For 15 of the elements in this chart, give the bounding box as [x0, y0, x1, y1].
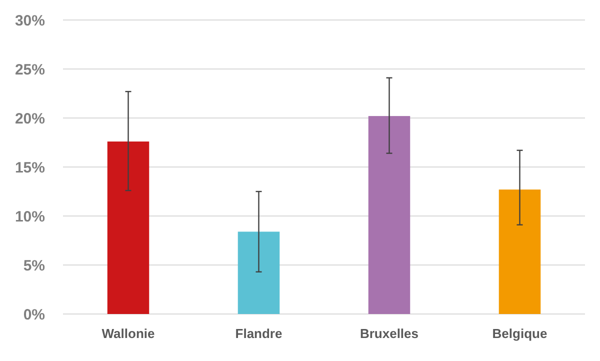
y-tick-label: 10% — [14, 208, 45, 226]
y-tick-label: 15% — [14, 159, 45, 176]
y-tick-label: 30% — [14, 12, 45, 30]
y-tick-label: 0% — [23, 306, 45, 324]
y-tick-label: 20% — [14, 110, 45, 128]
y-tick-label: 25% — [14, 61, 45, 78]
bar — [107, 142, 150, 314]
x-tick-label: Bruxelles — [360, 326, 419, 341]
bar — [368, 116, 410, 314]
bar — [238, 232, 280, 314]
bar — [498, 190, 541, 314]
x-tick-label: Flandre — [235, 326, 282, 341]
x-tick-label: Wallonie — [102, 326, 155, 341]
y-tick-label: 5% — [23, 257, 45, 274]
x-tick-label: Belgique — [492, 326, 548, 341]
